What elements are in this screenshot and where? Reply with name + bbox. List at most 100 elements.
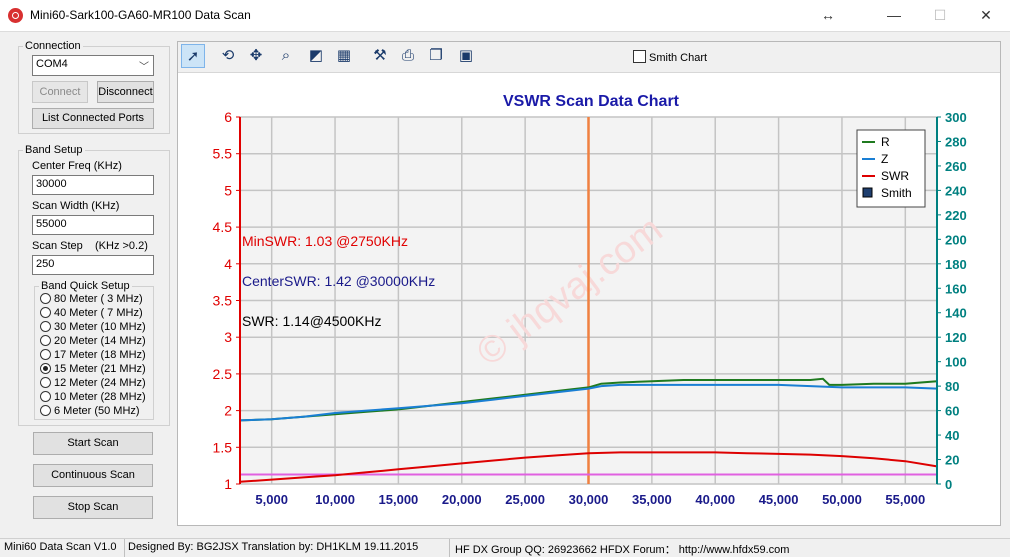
close-button[interactable]: ✕ <box>980 7 992 23</box>
x-tick-label: 5,000 <box>255 492 288 507</box>
y-right-tick-label: 120 <box>945 330 967 345</box>
legend-label-swr: SWR <box>881 169 909 183</box>
pan-move-icon[interactable]: ✥ <box>249 47 263 64</box>
connect-button[interactable]: Connect <box>32 81 88 103</box>
radio-button-icon[interactable] <box>40 335 51 346</box>
band-radio-0[interactable]: 80 Meter ( 3 MHz) <box>40 293 143 307</box>
smith-chart-checkbox[interactable]: Smith Chart <box>633 50 707 64</box>
connection-group-label: Connection <box>25 40 81 52</box>
minimize-button[interactable]: — <box>887 7 901 23</box>
band-radio-3[interactable]: 20 Meter (14 MHz) <box>40 335 146 349</box>
copy-data-icon[interactable]: ❐ <box>429 47 443 64</box>
radio-button-icon[interactable] <box>40 307 51 318</box>
chevron-down-icon: ﹀ <box>139 62 149 73</box>
y-right-tick-label: 100 <box>945 355 967 370</box>
x-tick-label: 50,000 <box>822 492 862 507</box>
band-radio-2[interactable]: 30 Meter (10 MHz) <box>40 321 146 335</box>
zoom-box-icon[interactable]: ◩ <box>308 47 324 64</box>
scan-step-label: Scan Step <box>32 240 83 252</box>
y-right-tick-label: 180 <box>945 257 967 272</box>
legend-label-z: Z <box>881 152 888 166</box>
band-radio-label: 15 Meter (21 MHz) <box>54 363 146 375</box>
radio-button-icon[interactable] <box>40 321 51 332</box>
band-radio-6[interactable]: 12 Meter (24 MHz) <box>40 377 146 391</box>
radio-button-icon[interactable] <box>40 377 51 388</box>
band-radio-label: 10 Meter (28 MHz) <box>54 391 146 403</box>
disconnect-button[interactable]: Disconnect <box>97 81 154 103</box>
x-tick-label: 20,000 <box>442 492 482 507</box>
band-setup-group: Band Setup <box>18 144 170 426</box>
y-right-tick-label: 60 <box>945 404 959 419</box>
save-icon[interactable]: ▣ <box>458 47 474 64</box>
list-ports-button[interactable]: List Connected Ports <box>32 108 154 129</box>
status-credits: Designed By: BG2JSX Translation by: DH1K… <box>128 541 419 553</box>
chart-annotation-1: CenterSWR: 1.42 @30000KHz <box>242 273 435 289</box>
band-radio-label: 6 Meter (50 MHz) <box>54 405 140 417</box>
continuous-scan-button[interactable]: Continuous Scan <box>33 464 153 487</box>
y-left-tick-label: 1.5 <box>213 439 233 455</box>
x-tick-label: 10,000 <box>315 492 355 507</box>
axis-scale-icon[interactable]: ▦ <box>336 47 352 64</box>
scan-width-label: Scan Width (KHz) <box>32 200 120 212</box>
stop-scan-button[interactable]: Stop Scan <box>33 496 153 519</box>
center-freq-label: Center Freq (KHz) <box>32 160 122 172</box>
y-right-tick-label: 220 <box>945 208 967 223</box>
x-tick-label: 25,000 <box>505 492 545 507</box>
band-radio-8[interactable]: 6 Meter (50 MHz) <box>40 405 140 419</box>
chart-title: VSWR Scan Data Chart <box>503 93 680 110</box>
y-right-tick-label: 240 <box>945 183 967 198</box>
resize-arrows-icon[interactable]: ↔ <box>821 7 835 23</box>
y-right-tick-label: 0 <box>945 477 952 492</box>
band-radio-1[interactable]: 40 Meter ( 7 MHz) <box>40 307 143 321</box>
radio-button-icon[interactable] <box>40 349 51 360</box>
status-group: HF DX Group QQ: 26923662 HFDX Forum： htt… <box>455 544 790 556</box>
scan-step-input[interactable]: 250 <box>32 255 154 275</box>
chart-legend: RZ SWR Smith <box>856 129 926 208</box>
legend-label-r: R <box>881 135 890 149</box>
maximize-button: ☐ <box>933 7 947 23</box>
band-setup-group-label: Band Setup <box>25 144 83 156</box>
status-version: Mini60 Data Scan V1.0 <box>4 541 117 553</box>
band-radio-label: 12 Meter (24 MHz) <box>54 377 146 389</box>
y-right-tick-label: 300 <box>945 110 967 125</box>
band-radio-label: 17 Meter (18 MHz) <box>54 349 146 361</box>
y-left-tick-label: 3 <box>224 329 232 345</box>
legend-marker-smith <box>862 187 873 198</box>
start-scan-button[interactable]: Start Scan <box>33 432 153 455</box>
series-line-z <box>239 383 938 422</box>
properties-icon[interactable]: ⚒ <box>373 47 387 64</box>
center-freq-input[interactable]: 30000 <box>32 175 154 195</box>
radio-button-icon[interactable] <box>40 293 51 304</box>
zoom-magnifier-icon[interactable]: ⌕ <box>281 47 291 64</box>
band-quick-setup-group: Band Quick Setup <box>34 280 154 420</box>
y-left-tick-label: 2.5 <box>213 366 233 382</box>
print-icon[interactable]: ⎙ <box>401 47 414 64</box>
undo-zoom-icon[interactable]: ⟲ <box>221 47 235 64</box>
x-tick-label: 35,000 <box>632 492 672 507</box>
series-line-r <box>239 377 938 422</box>
series-layer <box>239 117 938 484</box>
pointer-tool-icon[interactable]: ➚ <box>181 44 205 68</box>
band-radio-5[interactable]: 15 Meter (21 MHz) <box>40 363 146 377</box>
annotations: MinSWR: 1.03 @2750KHz CenterSWR: 1.42 @30… <box>242 233 435 329</box>
y-right-tick-label: 40 <box>945 428 959 443</box>
x-tick-label: 55,000 <box>885 492 925 507</box>
smith-chart-checkbox-box[interactable] <box>633 50 646 63</box>
band-radio-7[interactable]: 10 Meter (28 MHz) <box>40 391 146 405</box>
vswr-chart: VSWR Scan Data Chart © jhqvaj.com 11.522… <box>213 93 967 507</box>
port-select[interactable]: COM4 ﹀ <box>32 55 154 76</box>
app-icon <box>8 8 23 23</box>
y-left-tick-label: 4 <box>224 256 232 272</box>
y-left-tick-label: 5 <box>224 182 232 198</box>
y-left-tick-label: 2 <box>224 403 232 419</box>
band-radio-4[interactable]: 17 Meter (18 MHz) <box>40 349 146 363</box>
radio-button-icon[interactable] <box>40 405 51 416</box>
y-left-tick-label: 5.5 <box>213 146 233 162</box>
radio-button-icon[interactable] <box>40 391 51 402</box>
title-bar: Mini60-Sark100-GA60-MR100 Data Scan ↔ — … <box>0 0 1010 32</box>
scan-width-input[interactable]: 55000 <box>32 215 154 235</box>
radio-button-icon[interactable] <box>40 363 51 374</box>
y-left-tick-label: 6 <box>224 109 232 125</box>
series-line-swr <box>239 451 938 483</box>
status-bar: Mini60 Data Scan V1.0 Designed By: BG2JS… <box>0 538 1010 557</box>
